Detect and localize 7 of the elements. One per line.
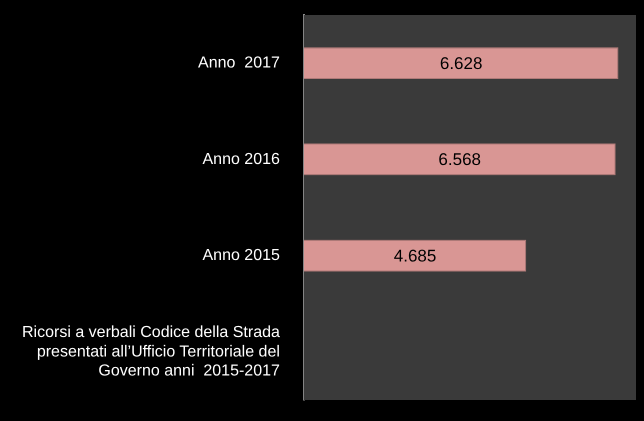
data-label: 4.685	[394, 246, 436, 266]
y-tick-label: Anno 2016	[202, 150, 280, 168]
y-tick-label: Anno 2015	[202, 247, 280, 264]
y-tick-label: Ricorsi a verbali Codice della Strada presentati all’Ufficio Territoriale del Governo anni 2015-2017	[22, 324, 280, 380]
y-tick-label: Anno 2017	[198, 54, 280, 72]
data-label: 6.568	[438, 150, 481, 170]
data-label: 6.628	[440, 54, 482, 73]
